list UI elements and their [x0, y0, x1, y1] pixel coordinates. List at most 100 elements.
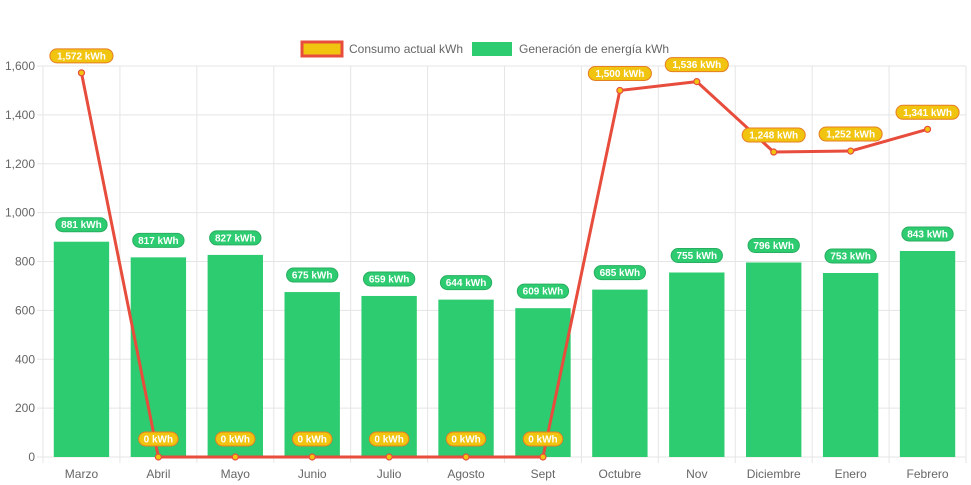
consumption-data-label-bg — [368, 431, 410, 447]
consumption-data-label: 1,536 kWh — [672, 60, 721, 71]
generation-data-label-bg — [747, 237, 800, 253]
consumption-data-label-bg — [818, 126, 883, 142]
generation-data-label-bg — [901, 226, 954, 242]
chart-grid — [37, 65, 967, 463]
consumption-data-label: 0 kWh — [451, 435, 480, 446]
generation-data-labels: 881 kWh 817 kWh 827 kWh 675 kWh 659 kWh 644 k… — [55, 217, 954, 299]
consumption-point — [770, 148, 778, 156]
generation-bar — [669, 272, 725, 457]
y-tick-label: 1,000 — [5, 206, 35, 220]
consumption-data-label-bg — [741, 127, 806, 143]
consumption-data-label: 1,500 kWh — [595, 69, 644, 80]
consumption-point — [308, 453, 316, 461]
x-tick-label: Febrero — [907, 467, 949, 481]
consumption-data-label-bg — [291, 431, 333, 447]
consumption-data-label-bg — [895, 104, 960, 120]
generation-data-label-bg — [824, 248, 877, 264]
y-tick-label: 600 — [15, 303, 35, 317]
consumption-point — [539, 453, 547, 461]
y-tick-label: 200 — [15, 401, 35, 415]
generation-data-label: 753 kWh — [830, 251, 871, 262]
generation-bars — [53, 241, 956, 457]
generation-data-label-bg — [439, 275, 493, 291]
x-tick-label: Junio — [298, 467, 327, 481]
consumption-data-label-bg — [664, 57, 729, 73]
consumption-data-label-bg — [522, 431, 564, 447]
consumption-series-line — [79, 72, 928, 459]
consumption-point — [77, 69, 86, 77]
x-tick-label: Mayo — [221, 467, 251, 481]
x-axis-labels: Marzo Abril Mayo Junio Julio Agosto Sept Octubr… — [65, 467, 949, 481]
legend-item-consumo[interactable]: Consumo actual kWh — [300, 40, 463, 58]
consumption-data-label: 0 kWh — [144, 435, 173, 446]
y-axis-labels: 0 200 400 600 800 1,000 1,200 1,400 1,600 — [5, 59, 35, 464]
generation-data-label: 685 kWh — [600, 268, 641, 279]
consumption-point — [154, 453, 162, 461]
consumption-point — [462, 453, 470, 461]
consumption-data-label-bg — [215, 431, 256, 447]
y-tick-label: 800 — [15, 255, 35, 269]
generation-data-label: 644 kWh — [446, 278, 487, 289]
generation-data-label-bg — [670, 247, 723, 263]
consumption-data-label: 1,248 kWh — [749, 131, 798, 142]
generation-data-label-bg — [516, 283, 570, 299]
consumption-point — [385, 453, 393, 461]
consumption-data-label-bg — [445, 431, 487, 447]
generation-data-label: 827 kWh — [215, 233, 256, 244]
y-tick-label: 1,600 — [5, 59, 35, 73]
legend-swatch-generacion — [472, 42, 512, 56]
generation-data-label: 609 kWh — [523, 287, 564, 298]
generation-data-label: 881 kWh — [61, 220, 102, 231]
consumption-point — [616, 86, 624, 95]
consumption-data-label: 1,341 kWh — [903, 108, 952, 119]
x-tick-label: Enero — [835, 467, 867, 481]
x-tick-label: Nov — [686, 467, 707, 481]
generation-data-label: 843 kWh — [907, 229, 948, 240]
y-tick-label: 0 — [28, 450, 35, 464]
generation-data-label-bg — [286, 267, 339, 283]
consumption-point — [847, 147, 855, 155]
generation-data-label: 675 kWh — [292, 271, 333, 282]
consumption-point — [923, 125, 932, 133]
generation-bar — [822, 272, 879, 457]
x-tick-label: Marzo — [65, 467, 99, 481]
y-tick-label: 400 — [15, 352, 35, 366]
consumption-data-label: 0 kWh — [528, 435, 557, 446]
y-tick-label: 1,400 — [5, 108, 35, 122]
legend-label-consumo: Consumo actual kWh — [349, 42, 463, 56]
consumption-data-label-bg — [49, 48, 114, 64]
chart-legend[interactable]: Consumo actual kWh Generación de energía… — [300, 40, 669, 58]
consumption-line — [77, 69, 932, 461]
consumption-data-label-bg — [587, 65, 652, 81]
generation-data-label: 817 kWh — [138, 236, 179, 247]
generation-bar — [53, 241, 110, 457]
legend-label-generacion: Generación de energía kWh — [519, 42, 669, 56]
x-tick-label: Julio — [377, 467, 402, 481]
generation-bar — [284, 292, 340, 457]
generation-bar — [361, 295, 417, 457]
y-tick-label: 1,200 — [5, 157, 35, 171]
generation-bar — [899, 250, 956, 457]
generation-data-label-bg — [362, 271, 416, 287]
generation-bar — [592, 289, 648, 457]
x-tick-label: Agosto — [447, 467, 485, 481]
generation-data-label: 755 kWh — [677, 251, 718, 262]
legend-item-generacion[interactable]: Generación de energía kWh — [472, 42, 669, 56]
generation-data-label-bg — [593, 265, 647, 281]
generation-data-label: 796 kWh — [753, 241, 794, 252]
consumption-data-label: 0 kWh — [221, 435, 250, 446]
legend-swatch-consumo — [300, 40, 344, 58]
x-tick-label: Octubre — [599, 467, 642, 481]
generation-bar — [207, 254, 263, 457]
generation-bar — [746, 262, 802, 457]
consumption-data-label: 1,252 kWh — [826, 130, 875, 141]
generation-data-label-bg — [132, 232, 185, 248]
consumption-data-label-bg — [138, 431, 179, 447]
consumption-data-label: 0 kWh — [374, 435, 403, 446]
consumption-data-label: 0 kWh — [297, 435, 326, 446]
generation-bar — [438, 299, 494, 457]
consumption-data-labels: 1,572 kWh 0 kWh 0 kWh 0 kWh 0 kWh 0 kWh 0 kWh 1… — [49, 48, 960, 447]
generation-data-label-bg — [55, 217, 108, 233]
x-tick-label: Abril — [146, 467, 170, 481]
